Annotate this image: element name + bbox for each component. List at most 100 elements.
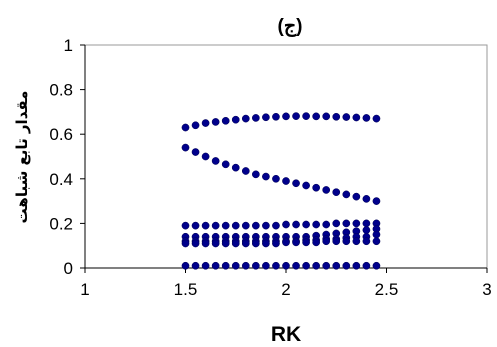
y-tick-label: 0 <box>64 259 73 278</box>
data-point-series-1 <box>362 114 371 122</box>
data-point-series-7 <box>191 261 200 270</box>
data-point-series-7 <box>211 261 220 270</box>
data-point-series-6 <box>312 238 320 247</box>
data-point-series-7 <box>292 261 300 270</box>
data-point-series-7 <box>262 261 270 270</box>
data-point-series-6 <box>332 237 341 246</box>
data-point-series-2 <box>352 192 361 201</box>
data-point-series-2 <box>231 163 240 172</box>
data-point-series-6 <box>262 239 270 248</box>
data-point-series-6 <box>252 239 260 248</box>
data-point-series-2 <box>211 157 220 165</box>
data-point-series-3 <box>262 221 270 230</box>
y-tick-label: 0.8 <box>49 81 73 100</box>
x-axis-label: RK <box>271 323 301 346</box>
data-point-series-3 <box>302 220 310 229</box>
x-tick-label: 1.5 <box>174 280 198 299</box>
data-point-series-1 <box>372 114 381 123</box>
data-point-series-3 <box>322 220 331 229</box>
data-point-series-6 <box>302 238 310 247</box>
data-point-series-1 <box>332 112 341 121</box>
data-point-series-6 <box>322 237 331 246</box>
y-tick-label: 1 <box>64 36 73 55</box>
data-point-series-3 <box>201 221 210 230</box>
data-point-series-2 <box>252 170 260 179</box>
data-point-series-1 <box>282 112 290 121</box>
data-point-series-6 <box>272 239 280 248</box>
x-tick-label: 2 <box>281 280 290 299</box>
data-point-series-1 <box>262 113 270 122</box>
data-point-series-2 <box>292 179 300 188</box>
data-point-series-3 <box>231 221 240 230</box>
data-point-series-1 <box>191 121 200 130</box>
data-point-series-2 <box>282 177 290 185</box>
data-point-series-1 <box>201 119 210 127</box>
data-point-series-2 <box>262 172 270 181</box>
y-tick-label: 0.6 <box>49 125 73 144</box>
data-point-series-3 <box>211 221 220 230</box>
data-point-series-4 <box>362 226 371 234</box>
data-points <box>181 112 381 270</box>
data-point-series-1 <box>312 112 320 121</box>
y-tick-labels: 0 0.2 0.4 0.6 0.8 1 <box>49 36 73 278</box>
data-point-series-3 <box>191 221 200 230</box>
data-point-series-1 <box>181 123 190 132</box>
data-point-series-2 <box>342 190 351 199</box>
data-point-series-1 <box>231 115 240 124</box>
y-tick-label: 0.2 <box>49 214 73 233</box>
data-point-series-1 <box>241 114 250 123</box>
data-point-series-2 <box>221 160 230 169</box>
y-axis-label: مقدار تابع شباهت <box>13 91 31 224</box>
data-point-series-7 <box>241 261 250 270</box>
data-point-series-2 <box>322 186 331 194</box>
data-point-series-1 <box>252 114 260 122</box>
x-tick-label: 1 <box>80 280 89 299</box>
data-point-series-6 <box>191 239 200 248</box>
x-tick-labels: 1 1.5 2 2.5 3 <box>80 280 491 299</box>
data-point-series-3 <box>282 220 290 229</box>
data-point-series-3 <box>252 221 260 230</box>
data-point-series-6 <box>181 239 190 248</box>
data-point-series-7 <box>221 261 230 270</box>
data-point-series-7 <box>322 261 331 270</box>
data-point-series-3 <box>241 221 250 230</box>
data-point-series-3 <box>292 220 300 229</box>
data-point-series-7 <box>302 261 310 270</box>
data-point-series-6 <box>292 238 300 247</box>
data-point-series-3 <box>272 221 280 230</box>
data-point-series-1 <box>342 113 351 121</box>
data-point-series-2 <box>372 197 381 205</box>
data-point-series-6 <box>362 237 371 246</box>
data-point-series-7 <box>272 261 280 270</box>
data-point-series-7 <box>282 261 290 270</box>
data-point-series-1 <box>211 118 220 126</box>
data-point-series-7 <box>342 261 351 270</box>
data-point-series-2 <box>191 148 200 156</box>
data-point-series-3 <box>342 219 351 228</box>
data-point-series-1 <box>221 116 230 125</box>
data-point-series-6 <box>342 237 351 246</box>
data-point-series-2 <box>241 167 250 175</box>
data-point-series-3 <box>221 221 230 230</box>
data-point-series-1 <box>292 112 300 120</box>
data-point-series-7 <box>372 261 381 270</box>
data-point-series-6 <box>201 239 210 248</box>
data-point-series-2 <box>332 188 341 197</box>
data-point-series-7 <box>231 261 240 270</box>
data-point-series-3 <box>352 219 361 228</box>
data-point-series-2 <box>201 152 210 161</box>
data-point-series-6 <box>282 238 290 247</box>
data-point-series-2 <box>272 174 280 183</box>
data-point-series-3 <box>312 220 320 229</box>
x-tick-label: 2.5 <box>375 280 399 299</box>
data-point-series-7 <box>362 261 371 270</box>
data-point-series-6 <box>211 239 220 248</box>
data-point-series-3 <box>332 219 341 228</box>
data-point-series-7 <box>332 261 341 270</box>
data-point-series-5 <box>372 230 381 239</box>
data-point-series-6 <box>241 239 250 248</box>
data-point-series-2 <box>312 183 320 192</box>
data-point-series-7 <box>352 261 361 270</box>
y-tick-label: 0.4 <box>49 170 73 189</box>
